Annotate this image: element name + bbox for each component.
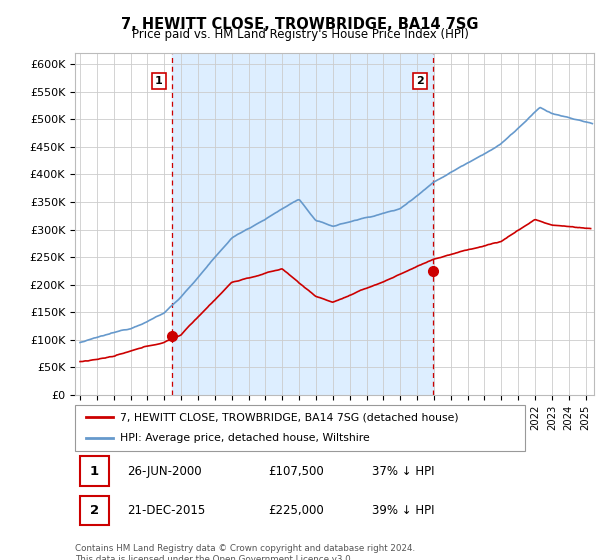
Text: £107,500: £107,500 [269, 465, 324, 478]
Text: Price paid vs. HM Land Registry's House Price Index (HPI): Price paid vs. HM Land Registry's House … [131, 28, 469, 41]
Text: Contains HM Land Registry data © Crown copyright and database right 2024.
This d: Contains HM Land Registry data © Crown c… [75, 544, 415, 560]
Text: 1: 1 [90, 465, 99, 478]
Text: 2: 2 [416, 76, 424, 86]
Text: 7, HEWITT CLOSE, TROWBRIDGE, BA14 7SG (detached house): 7, HEWITT CLOSE, TROWBRIDGE, BA14 7SG (d… [120, 412, 458, 422]
Text: 26-JUN-2000: 26-JUN-2000 [127, 465, 202, 478]
Text: £225,000: £225,000 [269, 504, 324, 517]
Text: 21-DEC-2015: 21-DEC-2015 [127, 504, 205, 517]
Bar [172, 53, 433, 395]
Text: HPI: Average price, detached house, Wiltshire: HPI: Average price, detached house, Wilt… [120, 433, 370, 444]
Text: 39% ↓ HPI: 39% ↓ HPI [372, 504, 434, 517]
Text: 7, HEWITT CLOSE, TROWBRIDGE, BA14 7SG: 7, HEWITT CLOSE, TROWBRIDGE, BA14 7SG [121, 17, 479, 32]
Bar [79, 456, 109, 486]
Bar [79, 496, 109, 525]
Text: 37% ↓ HPI: 37% ↓ HPI [372, 465, 434, 478]
Text: 2: 2 [90, 504, 99, 517]
Text: 1: 1 [155, 76, 163, 86]
